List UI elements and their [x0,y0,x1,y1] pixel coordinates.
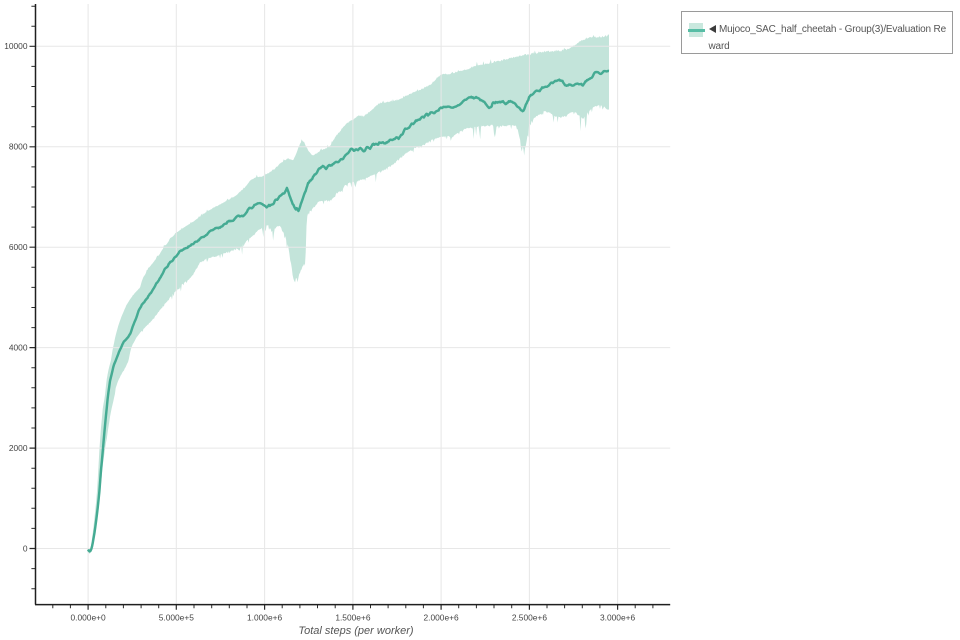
svg-text:2.500e+6: 2.500e+6 [512,613,548,623]
svg-text:2.000e+6: 2.000e+6 [424,613,460,623]
svg-text:4000: 4000 [9,343,28,353]
svg-text:0: 0 [23,543,28,553]
svg-text:2000: 2000 [9,443,28,453]
svg-text:6000: 6000 [9,242,28,252]
svg-text:Total steps (per worker): Total steps (per worker) [298,625,413,637]
svg-text:10000: 10000 [4,41,28,51]
svg-text:3.000e+6: 3.000e+6 [600,613,636,623]
svg-text:1.000e+6: 1.000e+6 [247,613,283,623]
svg-text:5.000e+5: 5.000e+5 [159,613,195,623]
svg-text:0.000e+0: 0.000e+0 [71,613,107,623]
svg-text:1.500e+6: 1.500e+6 [335,613,371,623]
svg-text:8000: 8000 [9,142,28,152]
